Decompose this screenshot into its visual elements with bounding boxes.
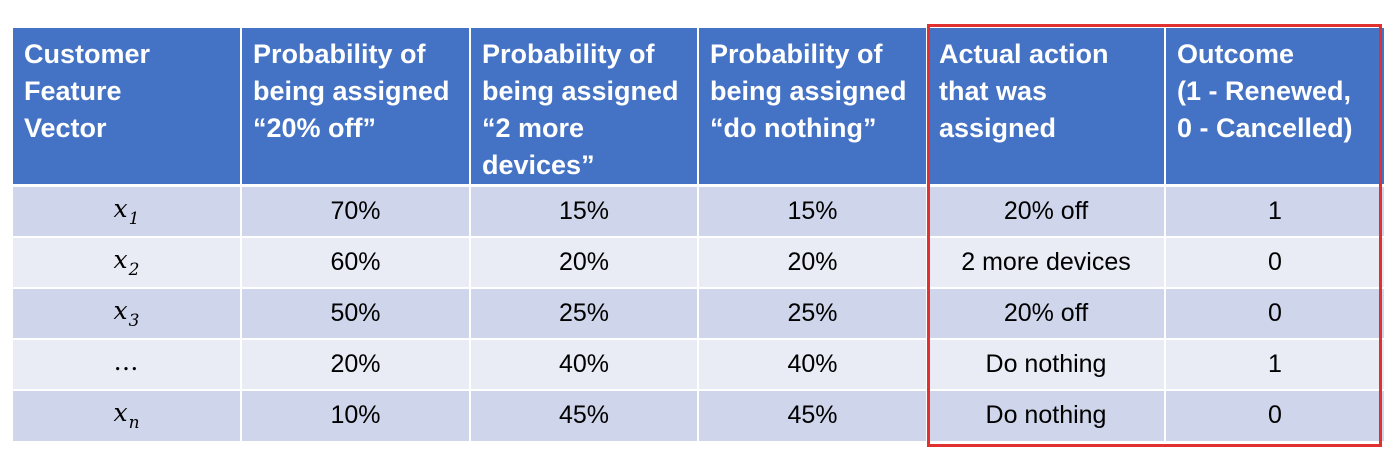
prob-2-more-devices-cell: 45%: [470, 388, 699, 441]
prob-20-off-cell: 60%: [241, 235, 471, 288]
header-prob-20-off: Probability of being assigned “20% off”: [241, 28, 471, 187]
prob-do-nothing-cell: 20%: [698, 235, 928, 288]
actual-action-cell: Do nothing: [927, 388, 1166, 441]
table-row: x1 70% 15% 15% 20% off 1: [13, 184, 1384, 237]
prob-2-more-devices-cell: 20%: [470, 235, 699, 288]
header-prob-do-nothing: Probability of being assigned “do nothin…: [698, 28, 928, 187]
feature-vector-cell: x2: [13, 235, 242, 288]
header-prob-2-more-devices: Probability of being assigned “2 more de…: [470, 28, 699, 187]
feature-vector-cell: x1: [13, 184, 242, 237]
header-actual-action: Actual action that was assigned: [927, 28, 1166, 187]
actual-action-cell: 2 more devices: [927, 235, 1166, 288]
header-outcome: Outcome (1 - Renewed, 0 - Cancelled): [1165, 28, 1384, 187]
actual-action-cell: 20% off: [927, 286, 1166, 339]
actual-action-cell: Do nothing: [927, 337, 1166, 390]
prob-20-off-cell: 70%: [241, 184, 471, 237]
outcome-cell: 0: [1165, 388, 1384, 441]
header-row: Customer Feature Vector Probability of b…: [13, 28, 1384, 187]
header-customer-feature-vector: Customer Feature Vector: [13, 28, 242, 187]
prob-2-more-devices-cell: 25%: [470, 286, 699, 339]
probability-table: Customer Feature Vector Probability of b…: [13, 28, 1384, 441]
prob-2-more-devices-cell: 40%: [470, 337, 699, 390]
feature-vector-cell: xn: [13, 388, 242, 441]
feature-vector-cell: x3: [13, 286, 242, 339]
data-table-container: Customer Feature Vector Probability of b…: [13, 28, 1384, 441]
prob-do-nothing-cell: 15%: [698, 184, 928, 237]
outcome-cell: 1: [1165, 184, 1384, 237]
outcome-cell: 0: [1165, 286, 1384, 339]
outcome-cell: 1: [1165, 337, 1384, 390]
prob-20-off-cell: 10%: [241, 388, 471, 441]
prob-2-more-devices-cell: 15%: [470, 184, 699, 237]
outcome-cell: 0: [1165, 235, 1384, 288]
prob-20-off-cell: 50%: [241, 286, 471, 339]
prob-do-nothing-cell: 40%: [698, 337, 928, 390]
prob-do-nothing-cell: 45%: [698, 388, 928, 441]
prob-do-nothing-cell: 25%: [698, 286, 928, 339]
table-row: x2 60% 20% 20% 2 more devices 0: [13, 235, 1384, 288]
prob-20-off-cell: 20%: [241, 337, 471, 390]
feature-vector-cell: …: [13, 337, 242, 390]
actual-action-cell: 20% off: [927, 184, 1166, 237]
table-row: x3 50% 25% 25% 20% off 0: [13, 286, 1384, 339]
table-row: xn 10% 45% 45% Do nothing 0: [13, 388, 1384, 441]
table-row: … 20% 40% 40% Do nothing 1: [13, 337, 1384, 390]
